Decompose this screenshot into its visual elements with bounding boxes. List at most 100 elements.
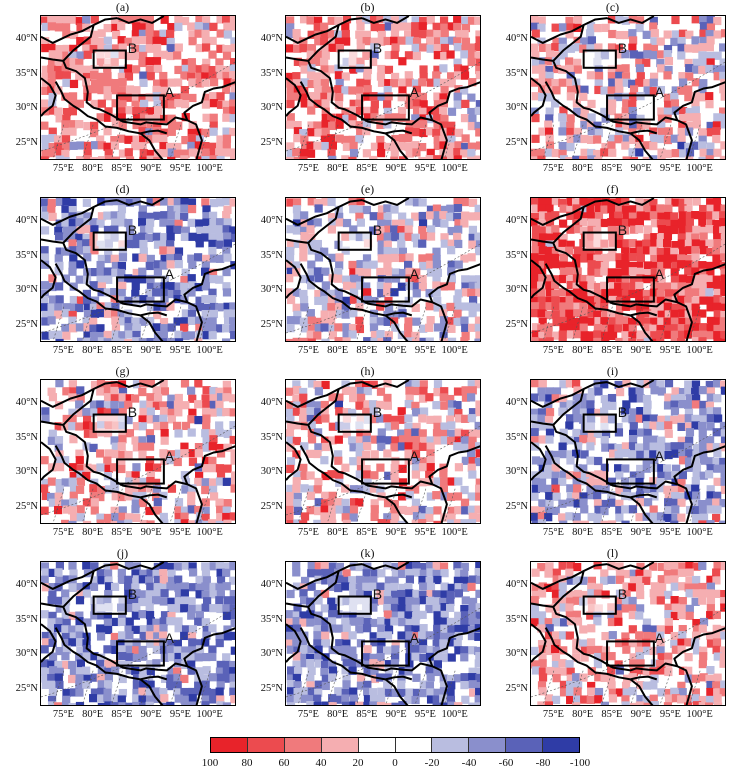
latitude-tick-label: 25°N [260,136,283,148]
map-panel: (j) 40°N 35°N 30°N 25°N 75°E 80°E 85°E 90°E 95°E 1… [0,546,245,728]
longitude-tick-label: 100°E [441,709,468,720]
border-line [440,696,445,705]
border-line [361,380,410,388]
latitude-tick-label: 30°N [505,102,528,114]
latitude-tick-label: 35°N [505,613,528,625]
meridian-line [198,122,211,159]
latitude-tick-label: 30°N [260,102,283,114]
border-line [195,696,200,705]
meridian-line [630,122,643,159]
panel-label: (c) [605,0,620,14]
latitude-tick-label: 35°N [15,613,38,625]
border-line [629,314,654,341]
longitude-tick-label: 100°E [686,709,713,720]
meridian-line [414,304,427,341]
border-line [54,263,168,317]
border-line [41,259,57,299]
meridian-line [326,122,339,159]
region-a-box [606,94,655,121]
longitude-tick-label: 75°E [297,163,319,174]
border-line [286,623,302,663]
anomaly-field [286,562,480,705]
border-line [629,132,654,159]
region-a-label: A [654,630,664,647]
panel-label: (l) [606,546,619,560]
map-panel: (f) 40°N 35°N 30°N 25°N 75°E 80°E 85°E 90°E 95°E 1… [490,182,735,364]
border-line [116,198,165,206]
colorbar-tick-label: 60 [278,757,290,769]
panel-label: (g) [115,364,130,378]
region-b-label: B [127,403,138,420]
border-line [552,206,585,244]
meridian-line [326,304,339,341]
meridian-line [443,304,456,341]
latitude-tick-label: 25°N [505,682,528,694]
colorbar-segment [395,738,433,752]
border-line [361,198,410,206]
meridian-line [52,486,65,523]
meridian-line [659,668,672,705]
region-a-box [116,458,165,485]
colorbar-segment [247,738,285,752]
border-line [286,259,302,299]
longitude-tick-label: 100°E [686,527,713,538]
longitude-tick-label: 85°E [601,163,623,174]
border-line [41,420,203,515]
map-panel: (e) 40°N 35°N 30°N 25°N 75°E 80°E 85°E 90°E 95°E 1… [245,182,490,364]
longitude-tick-label: 90°E [385,527,407,538]
border-line [384,678,409,705]
longitude-tick-label: 75°E [52,163,74,174]
region-a-box [116,640,165,667]
border-line [286,563,363,590]
border-line [54,81,168,135]
longitude-tick-label: 75°E [297,527,319,538]
meridian-line [81,486,94,523]
region-b-box [92,595,127,615]
border-line [195,150,200,159]
map-panel: (i) 40°N 35°N 30°N 25°N 75°E 80°E 85°E 90°E 95°E 1… [490,364,735,546]
latitude-tick-label: 35°N [505,249,528,261]
longitude-tick-label: 75°E [542,527,564,538]
region-b-box [337,49,372,69]
colorbar-segment [284,738,322,752]
meridian-line [140,486,153,523]
colorbar-segment [358,738,396,752]
colorbar-segment [506,738,544,752]
longitude-tick-label: 95°E [169,163,191,174]
longitude-tick-label: 80°E [82,163,104,174]
longitude-tick-label: 95°E [169,527,191,538]
border-line [183,263,235,303]
colorbar-tick-label: 40 [315,757,327,769]
latitude-tick-label: 25°N [15,500,38,512]
longitude-tick-label: 90°E [140,163,162,174]
border-line [116,380,165,388]
longitude-tick-label: 85°E [356,709,378,720]
longitude-tick-label: 85°E [601,709,623,720]
border-line [62,570,95,608]
border-line [685,696,690,705]
region-b-box [337,595,372,615]
latitude-tick-label: 35°N [15,67,38,79]
border-line [552,388,585,426]
meridian-line [542,122,555,159]
border-line [531,420,693,515]
border-line [384,496,409,523]
meridian-line [630,668,643,705]
anomaly-field [286,198,480,341]
region-b-box [337,413,372,433]
border-line [531,441,547,481]
region-a-label: A [409,266,419,283]
meridian-line [571,304,584,341]
anomaly-field [41,562,235,705]
latitude-tick-label: 30°N [15,466,38,478]
region-a-label: A [409,630,419,647]
latitude-tick-label: 30°N [260,466,283,478]
longitude-tick-label: 95°E [659,527,681,538]
panel-label: (i) [606,364,619,378]
region-b-label: B [372,221,383,238]
colorbar-segment [543,738,580,752]
border-line [307,570,340,608]
longitude-tick-label: 85°E [111,163,133,174]
border-line [606,562,655,570]
anomaly-field [531,380,725,523]
